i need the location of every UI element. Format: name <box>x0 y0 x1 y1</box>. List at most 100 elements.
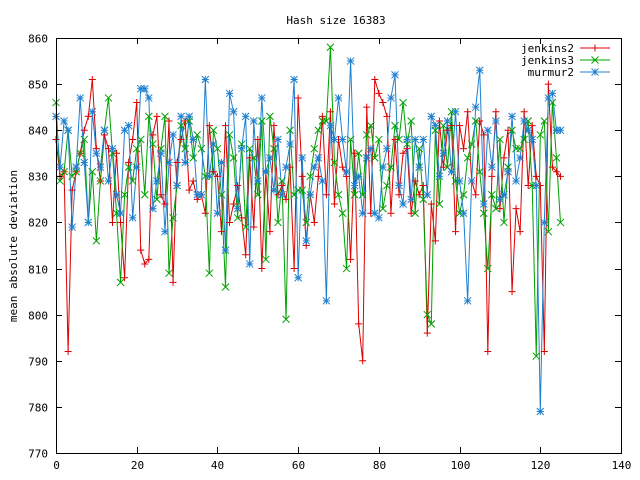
data-point-jenkins3 <box>217 190 226 199</box>
data-point-jenkins2 <box>544 80 552 88</box>
y-tick-label: 790 <box>28 356 48 369</box>
data-point-jenkins3 <box>544 227 553 236</box>
data-point-jenkins3 <box>274 218 282 227</box>
data-point-murmur2 <box>181 158 189 167</box>
data-point-jenkins2 <box>165 117 173 125</box>
data-point-murmur2 <box>241 112 250 121</box>
data-point-jenkins2 <box>133 99 141 107</box>
data-point-murmur2 <box>274 135 282 144</box>
data-point-murmur2 <box>475 66 484 75</box>
data-point-jenkins2 <box>375 89 383 97</box>
data-point-jenkins3 <box>257 117 266 125</box>
data-point-murmur2 <box>221 246 230 254</box>
x-tick-label: 40 <box>211 459 224 472</box>
data-point-murmur2 <box>189 135 198 144</box>
data-point-murmur2 <box>310 163 319 171</box>
data-point-jenkins2 <box>294 94 302 102</box>
data-point-jenkins2 <box>213 172 221 180</box>
data-point-jenkins2 <box>528 122 536 130</box>
data-point-jenkins2 <box>137 246 145 254</box>
data-point-murmur2 <box>237 144 246 153</box>
data-point-jenkins3 <box>88 167 97 176</box>
data-point-jenkins2 <box>359 357 367 365</box>
data-point-murmur2 <box>209 140 218 148</box>
data-point-murmur2 <box>411 135 420 144</box>
data-point-jenkins2 <box>427 200 435 208</box>
chart-title: Hash size 16383 <box>286 14 385 27</box>
y-tick-label: 770 <box>28 448 48 461</box>
data-point-murmur2 <box>358 209 367 218</box>
x-tick-label: 80 <box>373 459 386 472</box>
data-point-jenkins2 <box>185 186 193 194</box>
data-point-murmur2 <box>306 190 315 199</box>
data-point-murmur2 <box>338 135 347 144</box>
data-point-murmur2 <box>96 163 105 171</box>
data-point-murmur2 <box>516 154 524 162</box>
data-point-jenkins2 <box>488 172 496 180</box>
data-point-murmur2 <box>447 167 456 176</box>
data-point-jenkins2 <box>254 135 262 143</box>
data-point-murmur2 <box>532 181 541 190</box>
x-tick-label: 60 <box>292 459 305 472</box>
data-point-jenkins2 <box>371 76 379 83</box>
data-point-jenkins2 <box>270 122 278 130</box>
data-point-jenkins3 <box>483 264 492 273</box>
data-point-jenkins3 <box>136 135 145 144</box>
data-point-jenkins3 <box>358 190 367 199</box>
data-point-jenkins2 <box>520 108 528 116</box>
data-point-jenkins2 <box>552 168 560 176</box>
data-point-jenkins3 <box>500 218 508 227</box>
data-point-murmur2 <box>383 144 391 153</box>
data-point-jenkins2 <box>548 163 556 171</box>
data-point-jenkins2 <box>149 131 157 139</box>
data-point-jenkins2 <box>472 191 480 199</box>
data-point-jenkins2 <box>238 214 246 222</box>
data-point-jenkins2 <box>153 112 161 120</box>
data-point-murmur2 <box>483 126 492 135</box>
data-point-jenkins3 <box>415 144 424 153</box>
data-point-murmur2 <box>217 158 226 167</box>
data-point-murmur2 <box>298 154 307 162</box>
data-point-jenkins3 <box>225 130 234 139</box>
data-point-jenkins2 <box>415 191 423 199</box>
data-point-jenkins2 <box>492 108 500 116</box>
data-point-jenkins3 <box>104 94 113 102</box>
data-point-jenkins3 <box>96 177 105 185</box>
data-point-murmur2 <box>322 296 331 305</box>
x-tick-label: 0 <box>53 459 60 472</box>
data-point-murmur2 <box>524 126 533 135</box>
data-point-jenkins3 <box>161 112 169 121</box>
data-point-murmur2 <box>471 103 480 112</box>
data-point-jenkins2 <box>205 122 213 130</box>
data-point-jenkins2 <box>290 265 298 273</box>
data-point-murmur2 <box>415 163 424 171</box>
data-point-murmur2 <box>56 163 64 171</box>
data-point-murmur2 <box>391 71 399 79</box>
data-point-jenkins3 <box>326 43 335 52</box>
data-point-jenkins3 <box>249 154 258 162</box>
data-point-jenkins3 <box>92 237 101 245</box>
data-point-jenkins3 <box>128 177 137 185</box>
data-point-murmur2 <box>431 121 440 130</box>
data-point-jenkins2 <box>209 168 217 176</box>
data-point-murmur2 <box>326 121 335 130</box>
data-point-jenkins2 <box>222 122 229 130</box>
data-point-jenkins3 <box>116 278 125 287</box>
data-point-murmur2 <box>80 158 89 167</box>
data-point-jenkins3 <box>302 218 311 227</box>
data-point-jenkins2 <box>282 195 290 203</box>
legend-item-murmur2: murmur2 <box>528 66 610 79</box>
data-point-jenkins2 <box>173 159 181 166</box>
data-point-jenkins2 <box>339 163 347 171</box>
data-point-murmur2 <box>140 84 149 93</box>
data-point-jenkins2 <box>460 145 468 153</box>
data-point-jenkins2 <box>177 135 185 143</box>
data-point-murmur2 <box>536 407 545 416</box>
legend-marker-swatch <box>591 68 599 76</box>
data-point-jenkins2 <box>379 99 387 107</box>
data-point-jenkins2 <box>524 182 532 190</box>
data-point-jenkins3 <box>346 135 355 144</box>
data-point-jenkins3 <box>387 163 395 171</box>
data-point-murmur2 <box>362 154 371 162</box>
data-point-jenkins2 <box>484 348 492 356</box>
